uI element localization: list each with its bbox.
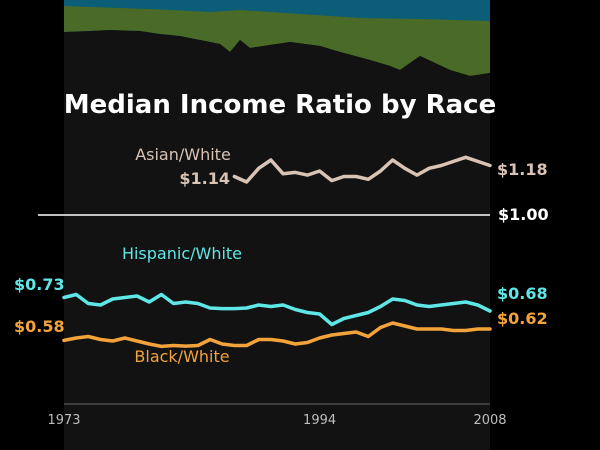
area-green: [64, 6, 490, 76]
chart-title: Median Income Ratio by Race: [64, 90, 496, 120]
series-line-hispanic-white: [62, 292, 492, 327]
reference-line-label: $1.00: [498, 205, 549, 224]
black-white-end-label: $0.62: [497, 309, 548, 328]
series-name-asian-white: Asian/White: [135, 145, 231, 164]
x-tick-label-1973: 1973: [47, 413, 80, 428]
hispanic-white-start-label: $0.73: [14, 275, 65, 294]
x-tick-label-1994: 1994: [303, 413, 336, 428]
series-line-black-white: [62, 321, 492, 349]
x-axis-ticks: 1973 1994 2008: [47, 413, 506, 428]
hispanic-white-end-label: $0.68: [497, 284, 548, 303]
asian-white-end-label: $1.18: [497, 160, 548, 179]
black-white-start-label: $0.58: [14, 317, 65, 336]
series-line-asian-white: [232, 155, 492, 184]
background-area: [64, 0, 490, 450]
series-name-hispanic-white: Hispanic/White: [122, 244, 242, 263]
asian-white-start-label: $1.14: [179, 169, 230, 188]
x-tick-label-2008: 2008: [473, 413, 506, 428]
series-name-black-white: Black/White: [134, 347, 229, 366]
